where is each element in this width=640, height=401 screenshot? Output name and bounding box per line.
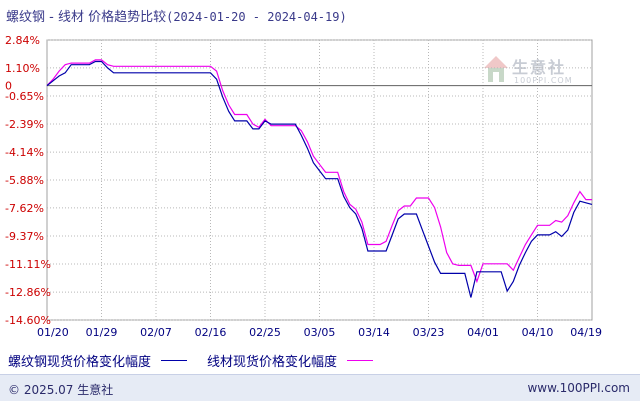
legend-series1-swatch xyxy=(161,360,188,361)
y-tick-label: -0.65% xyxy=(5,90,44,103)
y-tick-label: -12.86% xyxy=(5,286,51,299)
y-tick-label: 2.84% xyxy=(5,34,40,47)
y-tick-label: -7.62% xyxy=(5,202,44,215)
house-logo-icon xyxy=(484,56,508,82)
x-axis-ticks: 01/20 01/29 02/07 02/16 02/25 03/05 03/14 03/23… xyxy=(37,326,602,339)
legend-series2-label: 线材现货价格变化幅度 xyxy=(207,355,338,370)
footer-copyright: © 2025.07 生意社 xyxy=(8,383,114,397)
x-tick-label: 04/01 xyxy=(467,326,499,339)
y-tick-label: 1.10% xyxy=(5,62,40,75)
grid-lines xyxy=(47,39,592,321)
x-tick-label: 01/20 xyxy=(37,326,69,339)
chart-title-range: (2024-01-20 - 2024-04-19) xyxy=(166,10,347,24)
chart-title: 螺纹钢 - 线材 价格趋势比较(2024-01-20 - 2024-04-19) xyxy=(6,6,347,25)
x-tick-label: 03/23 xyxy=(413,326,445,339)
x-tick-label: 01/29 xyxy=(86,326,118,339)
legend: 螺纹钢现货价格变化幅度 线材现货价格变化幅度 xyxy=(8,351,385,370)
legend-series1-label: 螺纹钢现货价格变化幅度 xyxy=(8,355,152,370)
x-tick-label: 02/07 xyxy=(140,326,172,339)
x-tick-label: 04/10 xyxy=(522,326,554,339)
line-chart: 2.84% 1.10% 0-0.65% -2.39% -4.14% -5.88% -7.62… xyxy=(5,34,602,339)
x-tick-label: 02/16 xyxy=(195,326,227,339)
watermark-logo: 生意社 100PPI.COM xyxy=(482,52,582,92)
y-axis-ticks: 2.84% 1.10% 0-0.65% -2.39% -4.14% -5.88% -7.62… xyxy=(5,34,51,327)
footer-site-link[interactable]: www.100PPI.com xyxy=(527,381,630,395)
series-line-rebar xyxy=(46,60,593,298)
y-tick-label: 0 xyxy=(5,80,12,93)
watermark-text: 生意社 xyxy=(512,58,567,77)
x-tick-label: 03/14 xyxy=(358,326,390,339)
y-tick-label: -2.39% xyxy=(5,118,44,131)
x-tick-label: 02/25 xyxy=(249,326,281,339)
series-line-wire-rod xyxy=(46,59,592,284)
x-tick-label: 04/19 xyxy=(570,326,602,339)
y-tick-label: -5.88% xyxy=(5,174,44,187)
watermark-url: 100PPI.COM xyxy=(514,76,573,85)
y-tick-label: -9.37% xyxy=(5,230,44,243)
y-tick-label: -4.14% xyxy=(5,146,44,159)
legend-series2-swatch xyxy=(347,360,374,361)
x-tick-label: 03/05 xyxy=(304,326,336,339)
series-lines xyxy=(46,59,593,298)
chart-title-main: 螺纹钢 - 线材 价格趋势比较 xyxy=(6,10,167,25)
footer-bar: © 2025.07 生意社 www.100PPI.com xyxy=(0,374,640,401)
y-tick-label: -14.60% xyxy=(5,314,51,327)
y-tick-label: -11.11% xyxy=(5,258,51,271)
